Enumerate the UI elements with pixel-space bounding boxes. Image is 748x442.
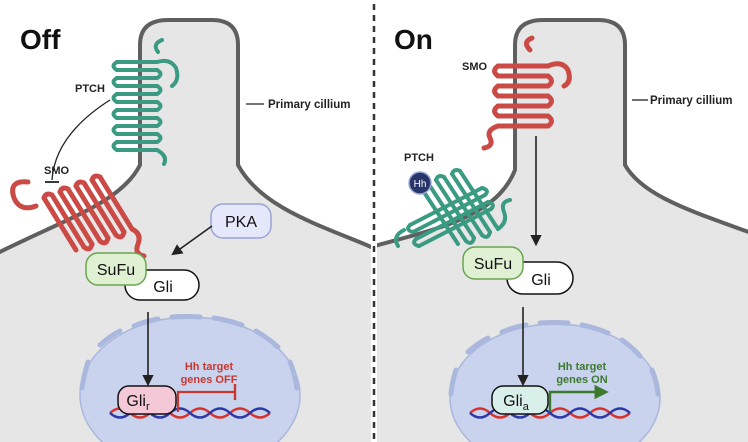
on-sufu-node bbox=[462, 246, 524, 280]
on-ptch-label: PTCH bbox=[404, 152, 434, 164]
off-gli-repressor-subscript: r bbox=[146, 401, 150, 413]
off-pka-node bbox=[210, 203, 272, 239]
on-target-line1: Hh target bbox=[558, 361, 607, 373]
on-smo-protein bbox=[481, 35, 572, 151]
off-ptch-protein bbox=[111, 38, 180, 166]
off-pka-label: PKA bbox=[225, 214, 257, 231]
off-target-line1: Hh target bbox=[185, 361, 234, 373]
on-cell-body bbox=[377, 18, 748, 442]
on-gli-activator-subscript: a bbox=[523, 401, 530, 413]
on-sufu-label: SuFu bbox=[474, 256, 512, 273]
off-sufu-label: SuFu bbox=[97, 262, 135, 279]
on-ptch-protein bbox=[394, 168, 512, 248]
on-gli-activator-label: Glia bbox=[503, 393, 530, 413]
off-sufu-node bbox=[85, 252, 147, 286]
on-hh-ligand bbox=[408, 171, 432, 195]
off-pka-arrow bbox=[171, 225, 213, 256]
off-gli-repressor-label: Glir bbox=[126, 393, 150, 413]
off-gli-label: Gli bbox=[153, 279, 173, 296]
off-nuclear-pores bbox=[79, 314, 300, 391]
on-smo-label: SMO bbox=[462, 61, 488, 73]
off-cilium-label: Primary cillium bbox=[268, 99, 350, 111]
on-target-line2: genes ON bbox=[556, 374, 607, 386]
on-title: On bbox=[394, 24, 433, 55]
on-hh-label: Hh bbox=[414, 179, 427, 190]
off-title: Off bbox=[20, 24, 61, 55]
off-gli-repressor-node bbox=[117, 385, 177, 415]
off-gli-repressor-main: Gli bbox=[126, 393, 146, 410]
off-repression-line bbox=[176, 390, 234, 412]
on-gli-label: Gli bbox=[531, 272, 551, 289]
off-panel: PTCH SMO Primary cillium PKA Gli SuF bbox=[0, 18, 371, 442]
off-target-line2: genes OFF bbox=[181, 374, 238, 386]
on-gli-activator-main: Gli bbox=[503, 393, 523, 410]
off-smo-label: SMO bbox=[44, 165, 70, 177]
on-cilium-label: Primary cillium bbox=[650, 95, 732, 107]
off-ptch-inhibition-line bbox=[51, 99, 111, 181]
on-activation-arrow bbox=[548, 384, 609, 412]
on-panel: SMO Primary cillium Hh PTCH Gli SuFu bbox=[377, 18, 748, 442]
off-ptch-label: PTCH bbox=[75, 83, 105, 95]
on-nuclear-pores bbox=[448, 320, 661, 397]
off-smo-protein bbox=[10, 173, 147, 259]
on-gli-activator-node bbox=[491, 385, 549, 415]
